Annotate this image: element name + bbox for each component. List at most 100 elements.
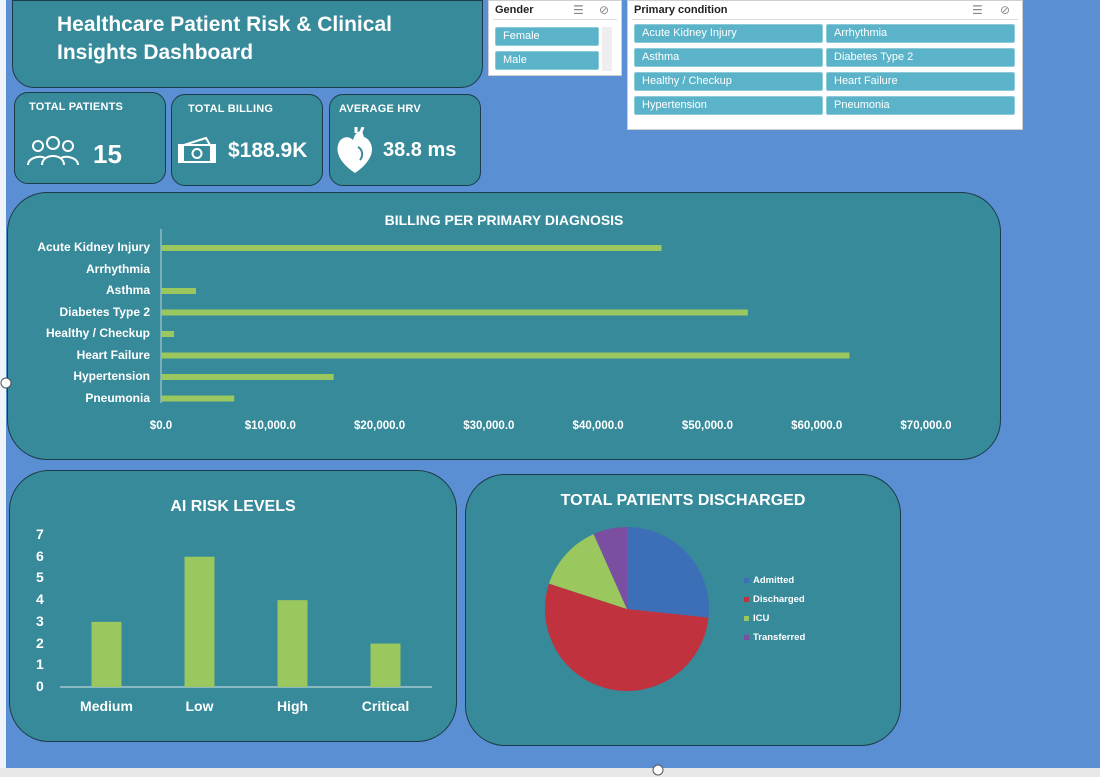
- chart-title: BILLING PER PRIMARY DIAGNOSIS: [384, 212, 624, 228]
- tick-label: 2: [36, 634, 44, 651]
- category-label: Asthma: [105, 283, 150, 297]
- legend-swatch: [744, 616, 749, 621]
- tick-label: $50,000.0: [681, 420, 733, 432]
- kpi-total-billing: TOTAL BILLING $188.9K: [171, 94, 323, 186]
- users-icon: [27, 136, 79, 166]
- category-label: Arrhythmia: [85, 261, 150, 276]
- kpi-total-patients: TOTAL PATIENTS 15: [14, 92, 166, 184]
- slicer-item-arrhythmia[interactable]: Arrhythmia: [826, 24, 1015, 43]
- clear-filter-icon[interactable]: ⊘: [599, 3, 610, 17]
- category-label: Pneumonia: [85, 390, 150, 405]
- kpi-label: TOTAL PATIENTS: [29, 101, 124, 113]
- slicer-header: Primary condition: [634, 4, 728, 16]
- slicer-item-acute-kidney-injury[interactable]: Acute Kidney Injury: [634, 24, 823, 43]
- legend-label: Transferred: [753, 632, 806, 643]
- slicer-item-female[interactable]: Female: [495, 27, 599, 46]
- legend-item: Discharged: [744, 590, 884, 609]
- kpi-value: 38.8 ms: [383, 139, 457, 161]
- heart-icon: [337, 127, 373, 173]
- slicer-item-diabetes-type-2[interactable]: Diabetes Type 2: [826, 48, 1015, 67]
- tick-label: 4: [36, 591, 44, 608]
- multi-select-icon[interactable]: ☰: [573, 3, 584, 17]
- billing-bars: [160, 229, 850, 403]
- slicer-divider: [632, 19, 1018, 20]
- slicer-divider: [493, 19, 617, 20]
- slicer-item-healthy-checkup[interactable]: Healthy / Checkup: [634, 72, 823, 91]
- category-label: Medium: [80, 698, 133, 714]
- bar: [184, 556, 215, 687]
- discharge-chart-panel: TOTAL PATIENTS DISCHARGED Admitted Discha…: [465, 474, 901, 746]
- pie-slice: [593, 527, 627, 609]
- multi-select-icon[interactable]: ☰: [972, 3, 983, 17]
- chart-title: AI RISK LEVELS: [170, 498, 296, 515]
- slicer-item-asthma[interactable]: Asthma: [634, 48, 823, 67]
- category-label: Heart Failure: [76, 347, 150, 362]
- resize-handle[interactable]: [651, 763, 665, 777]
- category-label: Hypertension: [73, 369, 150, 383]
- bar: [161, 374, 334, 380]
- tick-label: 1: [36, 656, 44, 673]
- category-label: Critical: [361, 698, 410, 714]
- dashboard-title: Healthcare Patient Risk & Clinical Insig…: [57, 13, 392, 64]
- pie-slice: [545, 583, 709, 691]
- bar: [161, 352, 850, 359]
- bar: [370, 643, 401, 687]
- title-panel: Healthcare Patient Risk & Clinical Insig…: [12, 0, 483, 88]
- cash-icon: [178, 136, 216, 163]
- kpi-average-hrv: AVERAGE HRV 38.8 ms: [329, 94, 481, 186]
- bar: [161, 288, 196, 294]
- category-label: Low: [185, 698, 214, 714]
- legend-swatch: [744, 597, 749, 602]
- kpi-value: 15: [93, 139, 122, 169]
- primary-condition-slicer[interactable]: Primary condition ☰ ⊘ Acute Kidney Injur…: [627, 0, 1023, 130]
- bar: [161, 331, 175, 337]
- legend-label: Discharged: [753, 594, 805, 605]
- billing-chart-panel: BILLING PER PRIMARY DIAGNOSIS Acute Kidn…: [7, 192, 1001, 460]
- x-axis-labels: $0.0 $10,000.0 $20,000.0 $30,000.0 $40,000.0…: [8, 193, 1002, 461]
- category-label: Diabetes Type 2: [59, 304, 150, 319]
- tick-label: $20,000.0: [353, 420, 406, 432]
- slicer-item-heart-failure[interactable]: Heart Failure: [826, 72, 1015, 91]
- risk-chart-panel: AI RISK LEVELS Medium Low High Critical 0 1 2 3…: [9, 470, 457, 742]
- tick-label: $70,000.0: [900, 420, 952, 432]
- category-label: Acute Kidney Injury: [37, 240, 150, 254]
- legend-item: Transferred: [744, 628, 884, 647]
- gender-slicer[interactable]: Gender ☰ ⊘ Female Male: [488, 0, 622, 76]
- pie-slice: [549, 534, 627, 609]
- legend-label: ICU: [753, 613, 770, 624]
- pie-slice: [627, 527, 709, 618]
- tick-label: 0: [36, 678, 44, 694]
- worksheet-edge: [0, 0, 6, 777]
- tick-label: $0.0: [149, 420, 173, 432]
- legend-label: Admitted: [753, 575, 795, 586]
- pie-chart: [545, 527, 709, 691]
- tick-label: 3: [36, 612, 44, 629]
- chart-title: TOTAL PATIENTS DISCHARGED: [560, 492, 806, 509]
- category-label: High: [276, 698, 309, 714]
- bar: [161, 395, 235, 402]
- clear-filter-icon[interactable]: ⊘: [1000, 3, 1011, 17]
- legend-swatch: [744, 635, 749, 640]
- tick-label: $40,000.0: [572, 420, 624, 432]
- bar: [161, 245, 662, 251]
- kpi-value: $188.9K: [228, 139, 308, 162]
- bar: [277, 600, 308, 687]
- slicer-item-pneumonia[interactable]: Pneumonia: [826, 96, 1015, 115]
- axis-labels: Medium Low High Critical 0 1 2 3 4 5 6 7: [10, 471, 458, 743]
- tick-label: $30,000.0: [463, 420, 515, 432]
- sheet-footer: [0, 768, 1100, 777]
- kpi-label: AVERAGE HRV: [339, 103, 421, 115]
- tick-label: $10,000.0: [244, 420, 296, 432]
- slicer-header: Gender: [495, 4, 534, 16]
- legend-swatch: [744, 578, 749, 583]
- legend-item: ICU: [744, 609, 884, 628]
- slicer-item-hypertension[interactable]: Hypertension: [634, 96, 823, 115]
- resize-handle[interactable]: [0, 376, 12, 390]
- legend-item: Admitted: [744, 571, 884, 590]
- slicer-item-male[interactable]: Male: [495, 51, 599, 70]
- tick-label: $60,000.0: [791, 420, 843, 432]
- risk-bars: [60, 556, 432, 688]
- tick-label: 6: [36, 547, 44, 564]
- tick-label: 7: [36, 526, 44, 542]
- slicer-scrollbar[interactable]: [602, 27, 612, 71]
